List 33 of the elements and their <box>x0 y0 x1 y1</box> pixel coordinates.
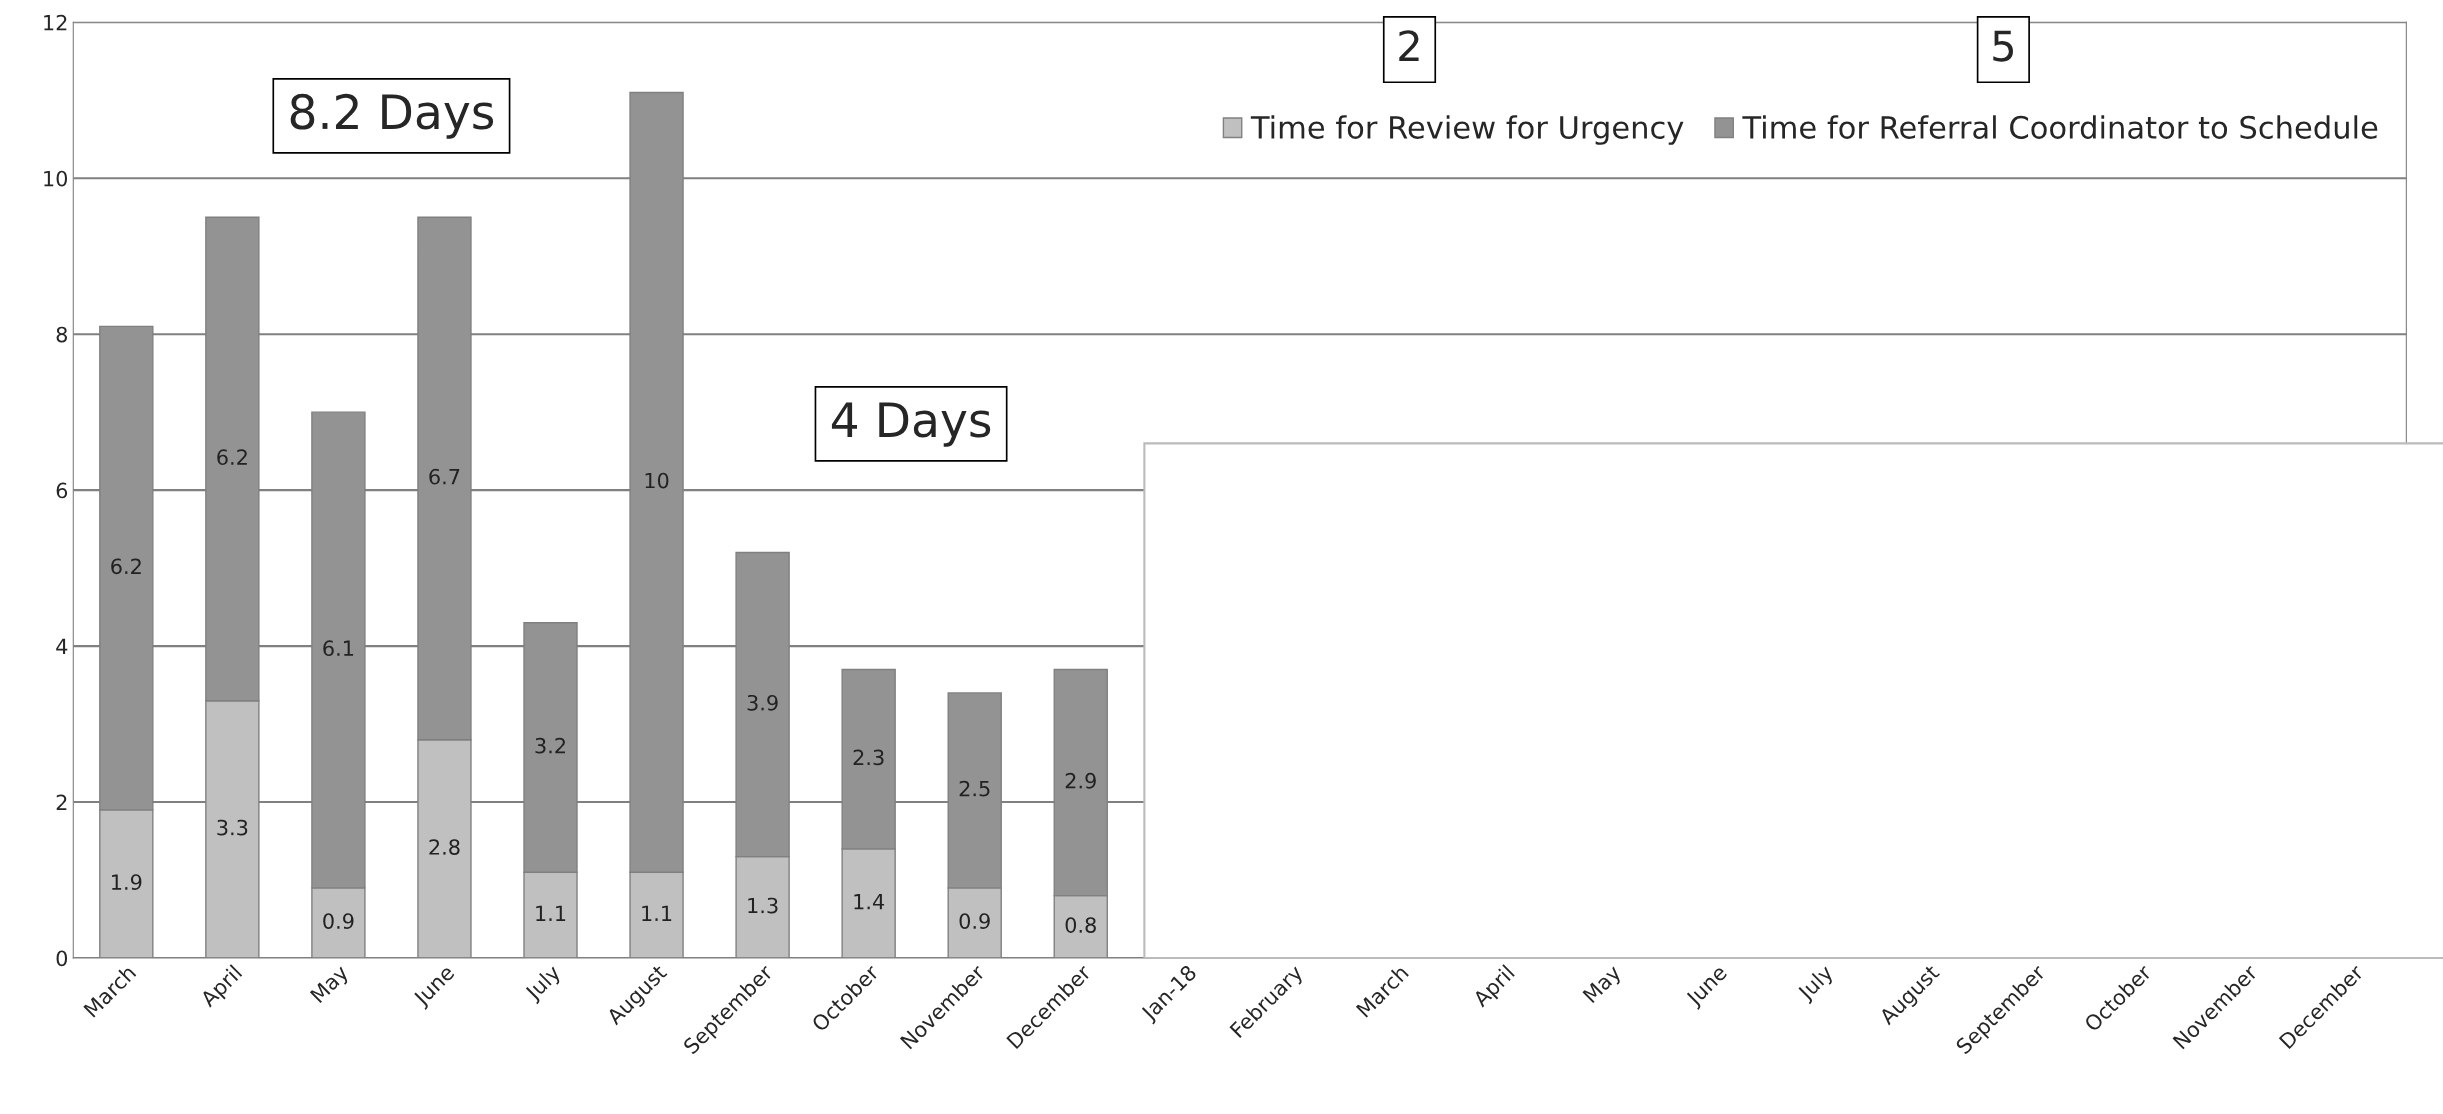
y-tick-label: 2 <box>56 794 67 810</box>
legend-label: Time for Referral Coordinator to Schedule <box>1742 115 2378 139</box>
data-label: 1.1 <box>536 905 566 921</box>
data-label: 0.9 <box>959 913 990 929</box>
data-label: 3.2 <box>535 737 565 754</box>
legend-label: Time for Review for Urgency <box>1250 115 1684 145</box>
y-tick-label: 8 <box>56 326 67 343</box>
data-label: 6.2 <box>217 449 247 466</box>
y-tick-label: 10 <box>44 170 68 187</box>
y-tick-label: 0 <box>56 950 68 967</box>
data-label: 2.9 <box>1065 772 1096 789</box>
annotation: 8.2 Days <box>290 93 494 139</box>
data-label: 1.3 <box>748 897 778 914</box>
data-label: 10 <box>645 472 669 489</box>
y-tick-label: 4 <box>56 638 68 655</box>
data-label: 1.9 <box>112 874 142 890</box>
data-label: 2.3 <box>853 749 884 766</box>
data-label: 3.3 <box>217 819 248 836</box>
annotation: 2 <box>1399 30 1419 62</box>
data-label: 0.9 <box>323 913 354 929</box>
data-label: 6.1 <box>323 640 354 657</box>
data-label: 1.1 <box>642 905 672 921</box>
data-label: 2.8 <box>429 839 460 855</box>
annotation: 5 <box>1993 30 2013 62</box>
data-label: 2.5 <box>959 780 990 797</box>
data-label: 0.8 <box>1065 917 1096 933</box>
annotation: 4 Days <box>831 402 991 447</box>
data-label: 6.2 <box>111 558 141 575</box>
y-tick-label: 6 <box>56 482 68 499</box>
data-label: 1.4 <box>854 894 885 910</box>
data-label: 3.9 <box>747 694 778 711</box>
y-tick-label: 12 <box>44 14 67 31</box>
data-label: 6.7 <box>429 468 460 485</box>
